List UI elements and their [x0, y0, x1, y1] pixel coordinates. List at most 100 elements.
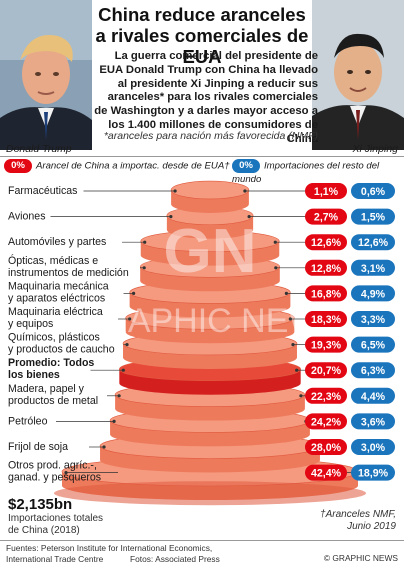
world-tariff-value: 3,3% [361, 314, 386, 326]
world-tariff-value: 4,9% [361, 288, 386, 300]
leader-dot-left [132, 291, 136, 295]
category-label: ganad. y pesqueros [8, 472, 101, 484]
category-label: y aparatos eléctricos [8, 292, 105, 304]
world-tariff-pill [351, 336, 395, 353]
xi-name-label: Xi Jinping [352, 143, 398, 155]
legend-blue-label: Importaciones del resto del mundo [232, 160, 380, 185]
category-label: Automóviles y partes [8, 236, 106, 248]
leader-dot-left [102, 445, 106, 449]
trump-name-label: Donald Trump [6, 143, 72, 155]
us-tariff-pill [305, 259, 347, 276]
world-tariff-pill [351, 183, 395, 199]
world-tariff-value: 4,4% [361, 391, 386, 403]
world-tariff-pill [351, 234, 395, 251]
category-label: Farmacéuticas [8, 185, 77, 197]
category-label: Maquinaria eléctrica [8, 306, 103, 318]
leader-dot-left [64, 471, 68, 475]
category-label: Frijol de soja [8, 441, 68, 453]
total-imports-value: $2,135bn [8, 496, 73, 513]
mfn-date-note-line-2: Junio 2019 [347, 521, 396, 532]
legend-world-tariff: 0% Importaciones del resto del mundo [232, 159, 404, 186]
leader-dot-right [288, 317, 292, 321]
leader-dot-left [142, 266, 146, 270]
category-label: y equipos [8, 318, 53, 330]
us-tariff-pill [305, 311, 347, 327]
world-tariff-pill [351, 285, 395, 302]
world-tariff-pill [351, 413, 395, 430]
us-tariff-value: 18,3% [311, 314, 342, 326]
leader-dot-left [173, 189, 177, 193]
world-tariff-pill [351, 259, 395, 276]
leader-dot-left [143, 240, 147, 244]
leader-dot-right [273, 240, 277, 244]
world-tariff-pill [351, 464, 395, 481]
cake-base [54, 481, 366, 506]
world-tariff-value: 3,0% [361, 442, 386, 454]
sources-itc: International Trade Centre [6, 553, 104, 564]
total-imports-label: Importaciones totales de China (2018) [8, 513, 103, 537]
category-label: Otros prod. agríc.-, [8, 460, 97, 472]
world-tariff-pill [351, 362, 395, 379]
us-tariff-pill [305, 387, 347, 404]
leader-dot-left [128, 317, 132, 321]
total-imports-label-line-1: Importaciones totales [8, 513, 104, 524]
us-tariff-value: 22,3% [311, 391, 342, 403]
world-tariff-pill [351, 208, 395, 225]
world-tariff-pill [351, 439, 395, 455]
graphic-news-credit: © GRAPHIC NEWS [323, 553, 398, 563]
leader-dot-left [169, 215, 173, 219]
leader-dot-left [121, 368, 125, 372]
category-label: Petróleo [8, 415, 48, 427]
watermark-logo: GN [164, 217, 257, 286]
us-tariff-value: 12,6% [311, 237, 342, 249]
total-imports-label-line-2: de China (2018) [8, 525, 80, 536]
us-tariff-pill [305, 413, 347, 430]
us-tariff-pill [305, 439, 347, 455]
mfn-footnote: *aranceles para nación más favorecida (N… [103, 130, 318, 142]
us-tariff-value: 16,8% [311, 288, 342, 300]
mfn-date-note-line-1: †Aranceles NMF, [320, 509, 396, 520]
us-tariff-value: 1,1% [314, 186, 339, 198]
world-tariff-value: 18,9% [358, 468, 389, 480]
trump-photo [0, 0, 92, 150]
category-label: los bienes [8, 369, 60, 381]
us-tariff-pill [305, 234, 347, 251]
sources-line-2: International Trade Centre Fotos: Associ… [6, 554, 220, 565]
world-tariff-value: 12,6% [358, 237, 389, 249]
world-tariff-value: 3,6% [361, 416, 386, 428]
leader-dot-left [112, 419, 116, 423]
legend-red-badge: 0% [4, 159, 32, 173]
us-tariff-pill [305, 208, 347, 225]
us-tariff-value: 24,2% [311, 416, 342, 428]
leader-dot-right [295, 368, 299, 372]
category-label: y productos de caucho [8, 344, 115, 356]
world-tariff-value: 1,5% [361, 212, 386, 224]
sources-line-1: Fuentes: Peterson Institute for Internat… [6, 543, 213, 553]
category-label: instrumentos de medición [8, 267, 129, 279]
cake-tier-top [170, 180, 250, 200]
us-tariff-value: 12,8% [311, 263, 342, 275]
mfn-date-note: †Aranceles NMF, Junio 2019 [320, 509, 396, 533]
category-label: Maquinaria mecánica [8, 280, 109, 292]
category-label: Ópticas, médicas e [8, 254, 98, 267]
us-tariff-pill [305, 362, 347, 379]
us-tariff-pill [305, 183, 347, 199]
world-tariff-value: 6,3% [361, 365, 386, 377]
us-tariff-value: 28,0% [311, 442, 342, 454]
leader-dot-right [247, 215, 251, 219]
legend-blue-badge: 0% [232, 159, 260, 173]
watermark-text: GRAPHIC NEWS [77, 302, 343, 340]
leader-dot-left [125, 343, 129, 347]
us-tariff-value: 2,7% [314, 212, 339, 224]
legend-red-label: Arancel de China a importac. desde de EU… [36, 160, 230, 172]
leader-dot-right [284, 291, 288, 295]
xi-photo [312, 0, 404, 150]
us-tariff-value: 19,3% [311, 340, 342, 352]
world-tariff-pill [351, 387, 395, 404]
leader-dot-right [243, 189, 247, 193]
leader-dot-left [117, 394, 121, 398]
category-label: Madera, papel y [8, 383, 85, 395]
footer-divider [0, 540, 404, 541]
category-label: Aviones [8, 211, 46, 223]
